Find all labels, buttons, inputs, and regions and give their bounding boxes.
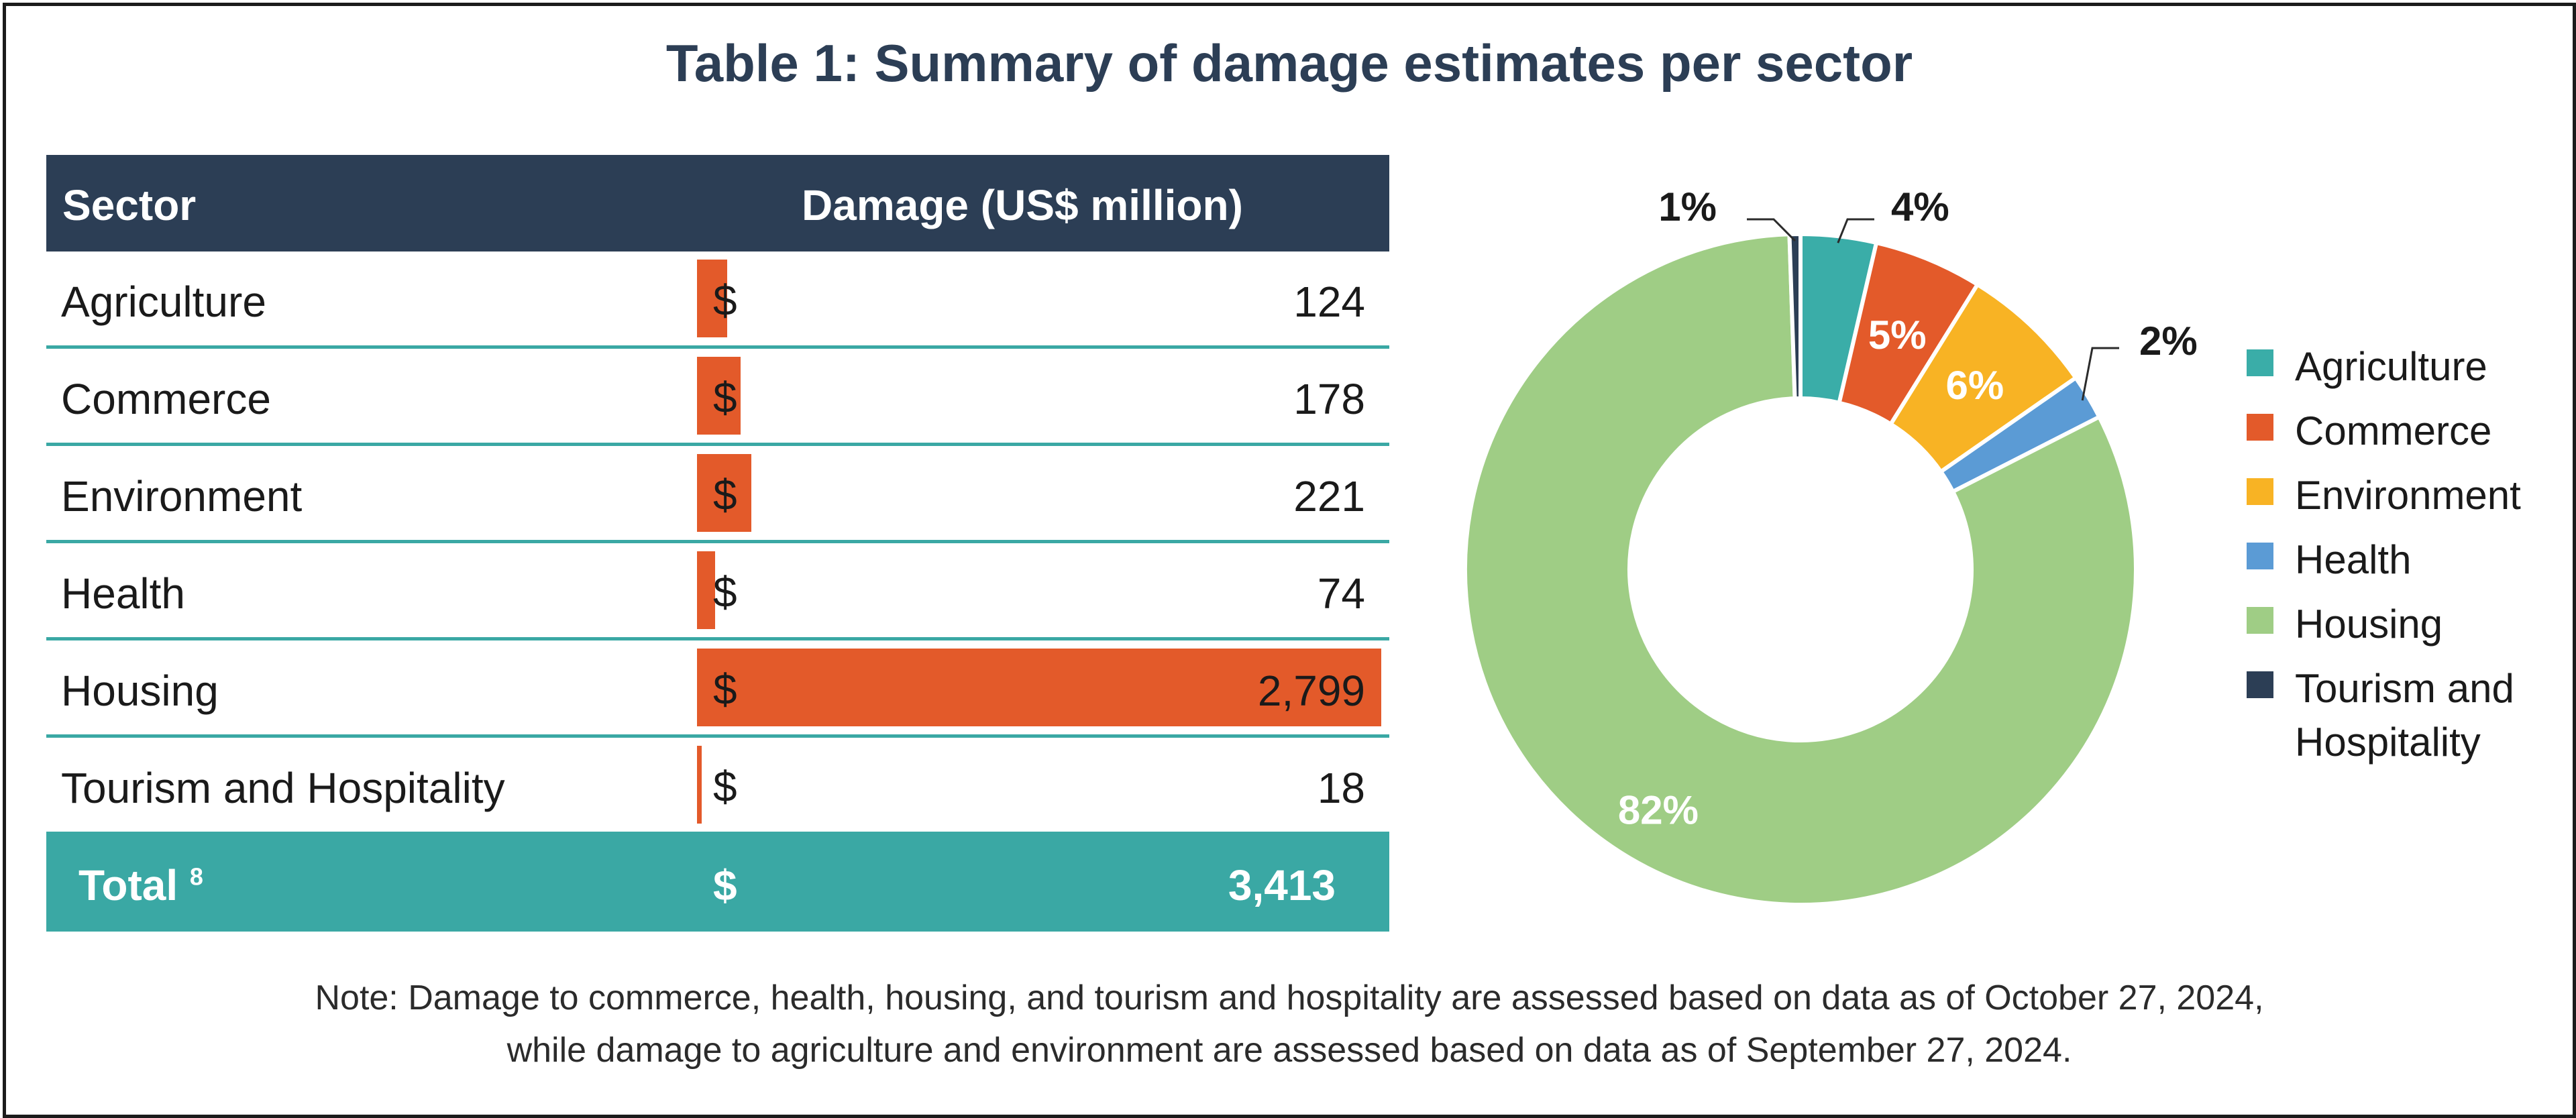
table-row: Tourism and Hospitality $18 [46,738,1389,835]
table-row: Health $74 [46,543,1389,640]
donut-label-agriculture: 4% [1891,184,1949,229]
leader-line-health [2081,347,2119,401]
row-data-bar [697,357,741,435]
total-footnote: 8 [189,862,203,891]
legend-swatch [2247,671,2273,698]
legend-swatch [2247,478,2273,505]
row-currency: $ [713,763,737,811]
row-value: 18 [1317,764,1365,812]
table-row: Agriculture $124 [46,251,1389,349]
legend-swatch [2247,607,2273,634]
legend-label: Environment [2295,473,2521,518]
legend-swatch [2247,414,2273,441]
legend-swatch [2247,543,2273,569]
donut-label-tourism-and-hospitality: 1% [1658,184,1717,229]
row-currency: $ [713,665,737,714]
row-sector: Housing [61,667,219,715]
total-value: 3,413 [1228,861,1336,909]
row-currency: $ [713,471,737,519]
row-currency: $ [713,568,737,616]
legend-label: Commerce [2295,408,2492,453]
leader-line-tourism-and-hospitality [1747,218,1796,242]
table-body: Agriculture $124 Commerce $178 Environment $2… [46,251,1389,835]
header-damage: Damage (US$ million) [802,181,1243,229]
row-currency: $ [713,374,737,422]
row-value: 221 [1293,472,1365,520]
damage-table: Sector Damage (US$ million) Agriculture $… [46,155,1389,932]
donut-label-housing: 82% [1618,788,1699,833]
row-currency: $ [713,276,737,325]
row-sector: Health [61,569,185,618]
row-sector: Tourism and Hospitality [61,764,505,812]
legend-label: Agriculture [2295,344,2487,389]
row-sector: Environment [61,472,303,520]
legend-label: Health [2295,537,2412,582]
header-sector: Sector [62,181,197,229]
total-label: Total 8 [78,860,203,910]
note-line-2: while damage to agriculture and environm… [506,1031,2072,1070]
note-line-1: Note: Damage to commerce, health, housin… [315,979,2264,1017]
leader-line-agriculture [1837,218,1874,243]
figure-title: Table 1: Summary of damage estimates per… [665,34,1913,93]
donut-label-commerce: 5% [1868,313,1927,357]
row-value: 178 [1293,375,1365,423]
row-value: 2,799 [1257,667,1365,715]
row-value: 74 [1317,569,1365,618]
figure-frame: Table 1: Summary of damage estimates per… [3,3,2576,1118]
row-data-bar [697,551,715,629]
table-header: Sector Damage (US$ million) [46,155,1389,251]
total-label-text: Total [78,861,178,909]
row-value: 124 [1293,278,1365,326]
total-row: Total 8 $ 3,413 [46,835,1389,932]
donut-label-environment: 6% [1945,363,2004,408]
row-sector: Commerce [61,375,271,423]
total-currency: $ [713,861,737,909]
table-note: Note: Damage to commerce, health, housin… [6,972,2573,1076]
donut-slice-housing [1463,232,2138,907]
table-row: Housing $2,799 [46,640,1389,738]
row-data-bar [697,649,1381,726]
row-data-bar [697,454,751,532]
row-sector: Agriculture [61,278,266,326]
table-row: Commerce $178 [46,349,1389,446]
legend-label: Housing [2295,602,2443,647]
donut-label-health: 2% [2139,319,2198,364]
legend-swatch [2247,349,2273,376]
donut-chart: 4% 5% 6% 2% 82% 1% [1463,184,2198,907]
table-row: Environment $221 [46,446,1389,543]
legend-label: Tourism and Hospitality [2295,666,2514,765]
row-data-bar [697,260,728,337]
row-data-bar [697,746,702,824]
donut-slice-tourism-and-hospitality [1787,231,1803,401]
